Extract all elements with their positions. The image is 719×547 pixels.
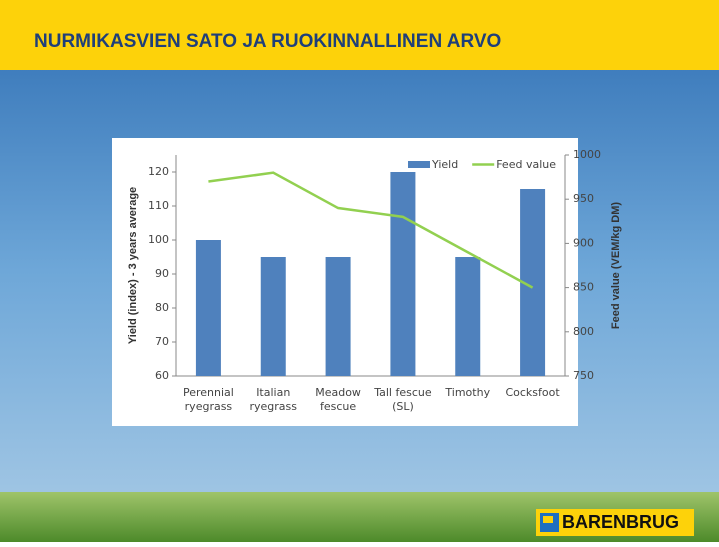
y2-tick-label: 750 — [573, 369, 594, 382]
y2-axis-title: Feed value (VEM/kg DM) — [610, 202, 622, 329]
y2-tick-label: 850 — [573, 281, 594, 294]
y2-tick-label: 950 — [573, 192, 594, 205]
slide-title: NURMIKASVIEN SATO JA RUOKINNALLINEN ARVO — [34, 31, 501, 52]
bar — [390, 172, 415, 376]
y2-tick-label: 900 — [573, 236, 594, 249]
y-tick-label: 70 — [155, 335, 169, 348]
bar — [455, 257, 480, 376]
y-tick-label: 100 — [148, 233, 169, 246]
y2-tick-label: 800 — [573, 325, 594, 338]
x-tick-label: Cocksfoot — [505, 386, 560, 399]
bar — [261, 257, 286, 376]
y2-tick-label: 1000 — [573, 148, 601, 161]
legend-swatch — [408, 161, 430, 168]
bar — [196, 240, 221, 376]
y-axis-title: Yield (index) - 3 years average — [127, 187, 139, 344]
legend-label: Yield — [431, 158, 458, 171]
bar — [326, 257, 351, 376]
y-tick-label: 60 — [155, 369, 169, 382]
y-tick-label: 120 — [148, 165, 169, 178]
y-tick-label: 90 — [155, 267, 169, 280]
x-tick-label: Timothy — [444, 386, 490, 399]
y-tick-label: 80 — [155, 301, 169, 314]
logo-text: BARENBRUG — [562, 512, 679, 532]
legend-label: Feed value — [496, 158, 556, 171]
slide: NURMIKASVIEN SATO JA RUOKINNALLINEN ARVO… — [0, 0, 719, 542]
y-tick-label: 110 — [148, 199, 169, 212]
logo-icon-inner — [543, 516, 553, 523]
